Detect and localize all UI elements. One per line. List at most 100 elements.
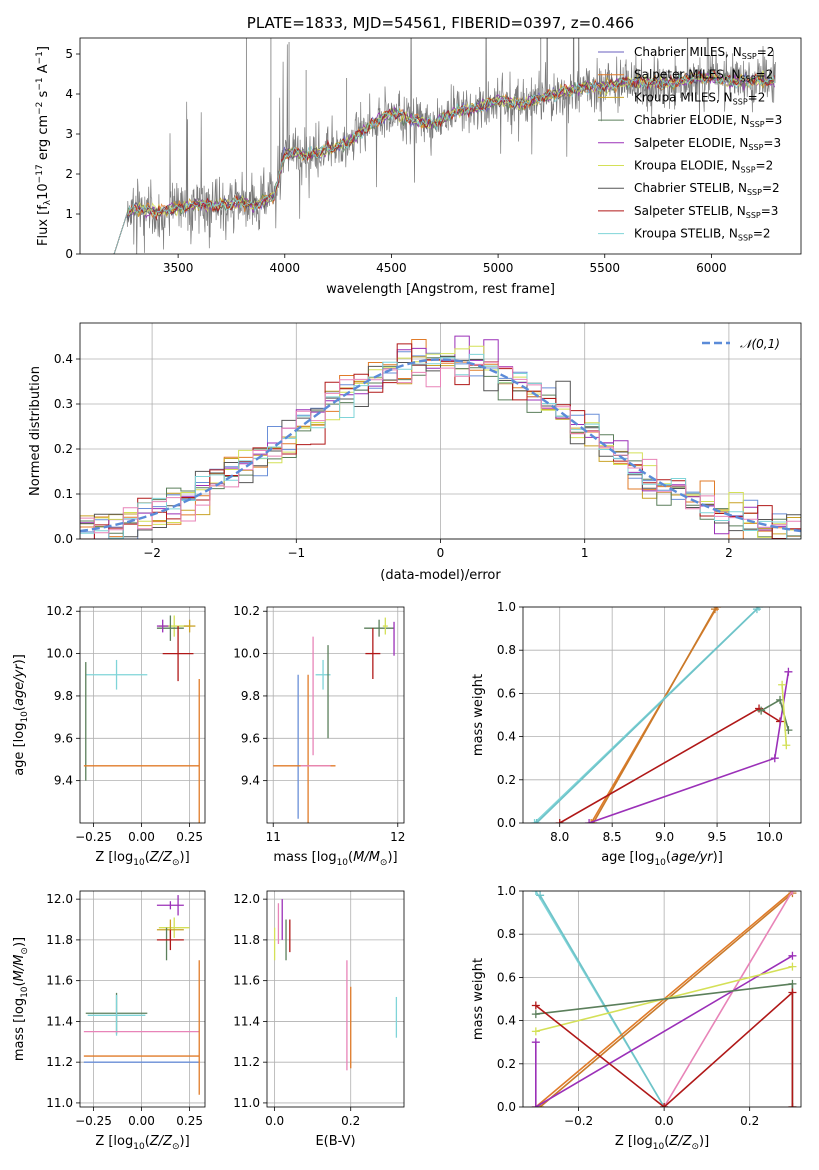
x-tick-label: 0.25	[176, 830, 203, 844]
x-tick-label: 0	[437, 546, 445, 560]
weight-marker	[531, 1038, 540, 1047]
weight-marker	[782, 741, 791, 750]
mass-vs-EBV-points	[273, 899, 398, 1071]
errorbar-point	[365, 628, 381, 679]
x-tick-label: 8.5	[603, 830, 622, 844]
errorbar-point	[85, 659, 148, 690]
weight-marker	[531, 1001, 540, 1010]
age-vs-Z-xlabel: Z [log10(Z/Z⊙)]	[95, 850, 189, 868]
model-line-8	[113, 71, 775, 254]
weight-line-1	[539, 894, 665, 1107]
errorbar-point	[158, 917, 190, 938]
mass-vs-Z-frame	[79, 890, 206, 1108]
x-tick-label: 12	[390, 830, 405, 844]
y-tick-label: 0.4	[497, 730, 516, 744]
y-tick-label: 0.4	[497, 1014, 516, 1028]
weight-marker	[532, 819, 541, 823]
weight-marker	[788, 979, 797, 988]
weight-line-5	[588, 671, 790, 823]
errorbar-point	[382, 617, 388, 635]
x-tick-label: 5000	[483, 261, 514, 275]
weight-line-1	[592, 608, 716, 823]
mass-vs-Z-points	[83, 895, 200, 1095]
x-tick-label: 9.5	[708, 830, 727, 844]
y-tick-label: 0.3	[54, 397, 73, 411]
weight-vs-age-axes: 8.0 8.5 9.0 9.5 10.0 0.0 0.2 0.4 0.6 0.8 1.0	[497, 600, 801, 844]
mass-vs-EBV-axes: 0.0 0.2 11.0 11.2 11.4 11.6 11.8 12.0	[233, 891, 404, 1128]
y-tick-label: 11.8	[233, 933, 260, 947]
x-tick-label: 9.0	[655, 830, 674, 844]
legend-entry: Kroupa ELODIE, NSSP=2	[634, 159, 773, 175]
x-tick-label: 0.0	[265, 1114, 284, 1128]
y-tick-label: 10.2	[46, 604, 73, 618]
errorbar-point	[364, 619, 395, 637]
x-tick-label: 0.2	[740, 1114, 759, 1128]
spectrum-title: PLATE=1833, MJD=54561, FIBERID=0397, z=0…	[247, 14, 634, 32]
x-tick-label: −0.25	[75, 830, 112, 844]
y-tick-label: 0.1	[54, 487, 73, 501]
weight-vs-Z-axes: −0.2 0.0 0.2 0.0 0.2 0.4 0.6 0.8 1.0	[497, 884, 801, 1128]
weight-marker	[531, 1027, 540, 1036]
spectrum-ylabel: Flux [fλ10−17 erg cm−2 s−1 A−1]	[35, 46, 53, 246]
age-vs-Z-axes: −0.25 0.00 0.25 9.4 9.6 9.8 10.0 10.2	[46, 604, 205, 844]
weight-line-4	[559, 707, 781, 823]
errorbar-point	[156, 619, 169, 633]
weight-marker	[555, 819, 564, 823]
age-vs-mass-frame	[266, 606, 405, 824]
y-tick-label: 1	[65, 207, 73, 221]
legend-entry: Kroupa MILES, NSSP=2	[634, 90, 765, 106]
x-tick-label: 11	[266, 830, 281, 844]
y-tick-label: 12.0	[233, 892, 260, 906]
y-tick-label: 10.0	[233, 647, 260, 661]
residuals-xlabel: (data-model)/error	[380, 568, 501, 583]
y-tick-label: 0.4	[54, 352, 73, 366]
weight-marker	[752, 607, 761, 614]
residuals-ylabel: Normed distribution	[28, 366, 43, 496]
x-tick-label: 10.0	[756, 830, 783, 844]
y-tick-label: 0.0	[497, 816, 516, 830]
age-vs-mass-xlabel: mass [log10(M/M⊙)]	[273, 850, 397, 868]
weight-line-4	[663, 891, 794, 1107]
errorbar-point	[162, 626, 194, 682]
y-tick-label: 0.6	[497, 970, 516, 984]
spectrum-xlabel: wavelength [Angstrom, rest frame]	[326, 282, 555, 297]
weight-line-5	[535, 955, 793, 1107]
y-tick-label: 9.8	[241, 689, 260, 703]
y-tick-label: 11.2	[233, 1055, 260, 1069]
y-tick-label: 11.0	[233, 1096, 260, 1110]
x-tick-label: 2	[725, 546, 733, 560]
mass-vs-Z-axes: −0.25 0.00 0.25 11.0 11.2 11.4 11.6 11.8 12.0	[46, 891, 205, 1128]
legend-entry: Salpeter MILES, NSSP=2	[634, 68, 773, 84]
weight-marker	[531, 891, 540, 895]
y-tick-label: 11.6	[46, 974, 73, 988]
residuals-frame	[79, 322, 802, 540]
weight-line-8	[535, 990, 794, 1107]
weight-vs-Z-lines	[531, 891, 797, 1107]
weight-vs-age-ylabel: mass weight	[471, 674, 486, 756]
weight-line-7	[781, 684, 788, 746]
y-tick-label: 9.4	[241, 774, 260, 788]
y-tick-label: 1.0	[497, 884, 516, 898]
age-vs-mass-axes: 11 12 9.4 9.6 9.8 10.0 10.2	[233, 604, 405, 844]
x-tick-label: −0.25	[75, 1114, 112, 1128]
weight-marker	[587, 819, 596, 823]
y-tick-label: 0.8	[497, 643, 516, 657]
weight-marker	[531, 1010, 540, 1019]
spectrum-plot	[113, 38, 776, 254]
y-tick-label: 0.6	[497, 686, 516, 700]
y-tick-label: 0.0	[54, 532, 73, 546]
y-tick-label: 2	[65, 167, 73, 181]
y-tick-label: 11.2	[46, 1055, 73, 1069]
x-tick-label: 3500	[163, 261, 194, 275]
legend-entry: Chabrier STELIB, NSSP=2	[634, 181, 780, 197]
mass-vs-Z-ylabel: mass [log10(M/M⊙)]	[12, 937, 30, 1061]
weight-marker	[788, 1103, 797, 1107]
y-tick-label: 11.4	[233, 1014, 260, 1028]
weight-marker	[788, 951, 797, 960]
weight-marker	[788, 891, 797, 895]
spectrum-axes: 3500 4000 4500 5000 5500 6000 0 1 2 3 4 5	[65, 47, 726, 275]
model-line-6	[113, 71, 775, 254]
x-tick-label: −0.2	[564, 1114, 593, 1128]
weight-marker	[710, 607, 719, 614]
